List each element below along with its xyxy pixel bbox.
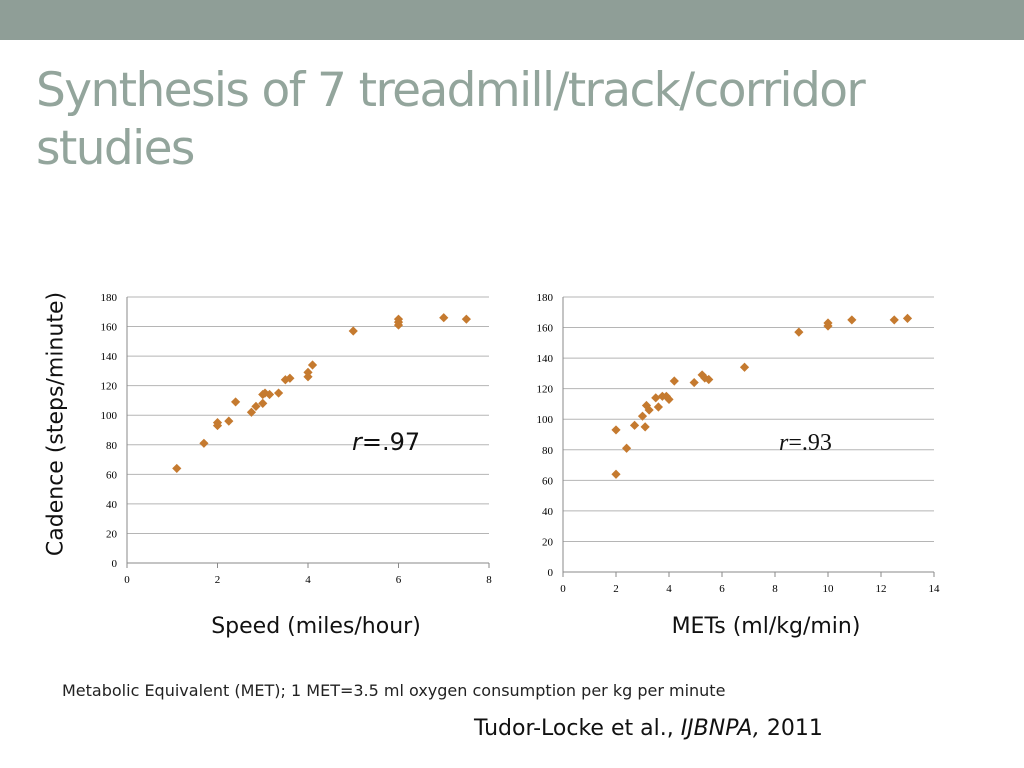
mets-y-tick-label: 20 — [542, 536, 554, 548]
speed-data-point — [212, 418, 223, 428]
speed-data-point — [439, 313, 449, 323]
speed-data-point — [231, 397, 241, 407]
speed-correlation-annotation: r=.97 — [352, 428, 420, 456]
speed-data-point — [303, 367, 313, 377]
mets-correlation-annotation: r=.93 — [779, 430, 832, 456]
speed-data-point — [307, 360, 318, 370]
mets-data-point — [697, 370, 707, 380]
slide-title: Synthesis of 7 treadmill/track/corridor … — [36, 63, 866, 176]
mets-y-tick-label: 40 — [542, 506, 554, 518]
mets-x-tick-label: 8 — [772, 583, 778, 595]
mets-data-point — [847, 315, 857, 325]
mets-data-point — [794, 327, 804, 337]
speed-data-point — [224, 416, 234, 426]
mets-data-point — [669, 376, 679, 386]
speed-y-tick-label: 180 — [101, 292, 118, 304]
mets-x-tick-label: 2 — [613, 583, 619, 595]
speed-y-tick-label: 0 — [112, 558, 118, 570]
mets-data-point — [704, 374, 714, 385]
speed-data-point — [264, 389, 275, 400]
speed-y-tick-label: 20 — [106, 528, 118, 540]
mets-data-point — [661, 391, 671, 401]
speed-x-tick-label: 0 — [124, 574, 130, 586]
mets-data-point — [651, 393, 661, 403]
speed-data-point — [199, 438, 209, 448]
speed-data-point — [461, 314, 471, 324]
mets-y-tick-label: 120 — [537, 384, 554, 396]
mets-data-point — [664, 394, 674, 404]
mets-y-tick-label: 180 — [537, 292, 554, 304]
mets-data-point — [640, 422, 650, 432]
mets-y-tick-label: 140 — [537, 353, 554, 365]
citation-year: 2011 — [759, 716, 823, 741]
speed-data-point — [251, 401, 261, 411]
mets-data-point — [622, 443, 632, 453]
mets-data-point — [653, 402, 663, 412]
mets-y-tick-label: 80 — [542, 445, 554, 457]
mets-y-tick-label: 100 — [537, 414, 554, 426]
mets-x-tick-label: 12 — [876, 583, 887, 595]
speed-data-point — [348, 326, 358, 336]
mets-data-point — [889, 315, 899, 325]
speed-x-tick-label: 2 — [215, 574, 221, 586]
speed-data-point — [393, 314, 404, 324]
mets-data-point — [823, 318, 833, 328]
speed-x-axis-label: Speed (miles/hour) — [211, 614, 421, 639]
mets-data-point — [637, 411, 648, 421]
met-footnote: Metabolic Equivalent (MET); 1 MET=3.5 ml… — [62, 681, 726, 700]
mets-data-point — [902, 313, 913, 323]
speed-x-tick-label: 8 — [486, 574, 492, 586]
speed-data-point — [285, 373, 295, 383]
speed-y-tick-label: 120 — [101, 381, 118, 393]
speed-data-point — [172, 463, 182, 474]
speed-data-point — [246, 407, 257, 417]
mets-data-point — [611, 469, 621, 479]
mets-data-point — [641, 400, 652, 411]
citation: Tudor-Locke et al., IJBNPA, 2011 — [474, 716, 823, 741]
speed-y-tick-label: 100 — [101, 410, 118, 422]
speed-x-tick-label: 6 — [396, 574, 402, 586]
speed-y-tick-label: 80 — [106, 440, 118, 452]
mets-y-tick-label: 160 — [537, 323, 554, 335]
mets-x-axis-label: METs (ml/kg/min) — [671, 614, 861, 639]
mets-x-tick-label: 4 — [666, 583, 672, 595]
mets-data-point — [629, 420, 640, 430]
mets-data-point — [689, 377, 699, 388]
top-accent-bar — [0, 0, 1024, 40]
speed-y-tick-label: 40 — [106, 499, 118, 511]
speed-x-tick-label: 4 — [305, 574, 311, 586]
mets-data-point — [739, 362, 750, 372]
speed-data-point — [258, 398, 268, 408]
mets-y-tick-label: 60 — [542, 475, 554, 487]
speed-y-tick-label: 140 — [101, 351, 118, 363]
speed-y-tick-label: 60 — [106, 469, 118, 481]
mets-x-tick-label: 0 — [560, 583, 566, 595]
mets-y-tick-label: 0 — [548, 567, 554, 579]
mets-data-point — [644, 405, 654, 415]
speed-y-tick-label: 160 — [101, 322, 118, 334]
mets-x-tick-label: 14 — [929, 583, 941, 595]
citation-journal: IJBNPA, — [680, 716, 760, 741]
mets-x-tick-label: 6 — [719, 583, 725, 595]
mets-x-tick-label: 10 — [823, 583, 835, 595]
speed-data-point — [273, 388, 284, 398]
speed-data-point — [260, 388, 270, 398]
mets-data-point — [611, 425, 621, 435]
citation-authors: Tudor-Locke et al., — [474, 716, 681, 741]
